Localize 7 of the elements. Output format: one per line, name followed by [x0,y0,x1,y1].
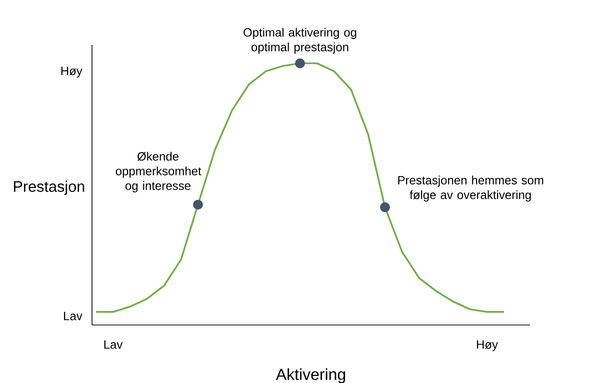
text: Lav [64,312,82,320]
annotation: Prestasjonen hemmes som følge av overaktivering [398,176,544,202]
y-axis-title: Prestasjon [14,180,84,195]
text: Høy [61,66,82,78]
text: Optimal aktivering og optimal prestasjon [244,28,356,54]
x-axis-title: Aktivering [276,368,346,383]
annotation: Økende oppmerksomhet og interesse [116,152,202,192]
